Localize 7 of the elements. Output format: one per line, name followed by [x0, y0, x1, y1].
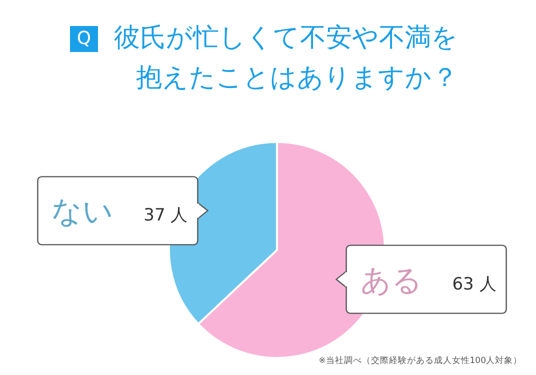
slice-label: ある	[360, 263, 422, 298]
data-label: 37 人	[144, 206, 188, 226]
text: ※当社調べ（交際経験がある成人女性100人対象）	[318, 355, 522, 367]
slice-label: ない	[52, 194, 114, 230]
data-label: 63 人	[452, 274, 496, 294]
chart-title: 彼氏が忙しくて不安や不満を抱えたことはありますか？	[113, 22, 458, 95]
question-badge: Q	[70, 26, 98, 52]
